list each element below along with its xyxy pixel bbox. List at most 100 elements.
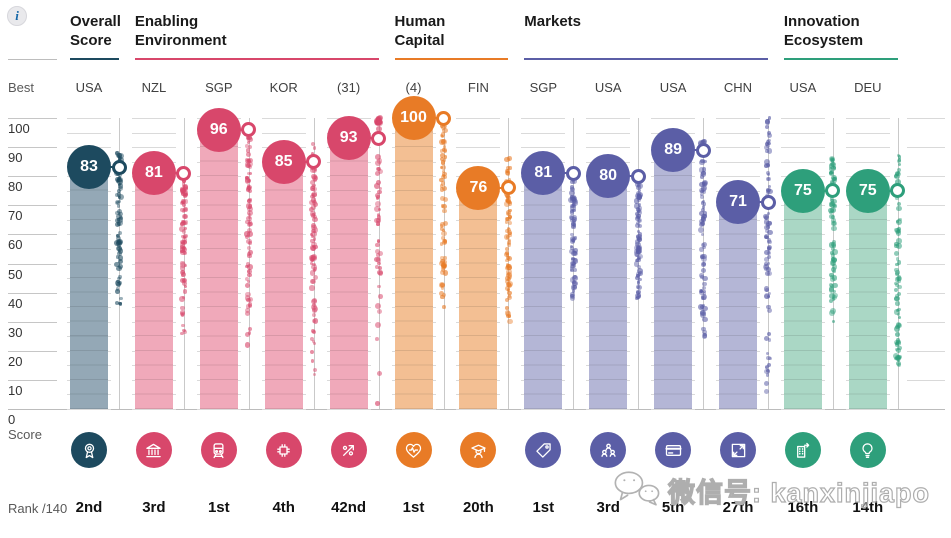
distribution-dot — [897, 154, 902, 159]
distribution-dot — [440, 235, 445, 240]
distribution-dot — [635, 216, 640, 221]
group-header-innovation: Innovation Ecosystem — [783, 13, 864, 49]
distribution-dot — [441, 230, 447, 237]
distribution-dot — [570, 197, 574, 202]
train-icon — [200, 432, 237, 468]
distribution-dot — [831, 225, 838, 232]
distribution-dot — [312, 368, 317, 373]
y-axis-title: Score — [8, 427, 42, 442]
distribution-dot — [179, 261, 186, 268]
distribution-dot — [182, 330, 187, 335]
gridline — [716, 132, 760, 134]
distribution-dot — [376, 157, 383, 164]
distribution-dot — [763, 144, 770, 150]
distribution-dot — [830, 251, 834, 255]
distribution-dot — [767, 172, 771, 176]
distribution-dot — [182, 214, 188, 220]
distribution-dot — [699, 289, 704, 294]
distribution-dot — [764, 249, 771, 256]
distribution-dot — [442, 185, 448, 191]
distribution-dot — [766, 247, 772, 252]
best-country-label: NZL — [141, 80, 167, 95]
distribution-dot — [894, 228, 901, 235]
gridline — [845, 147, 890, 149]
distribution-dot — [180, 305, 186, 311]
info-icon[interactable]: i — [7, 6, 27, 26]
distribution-dot — [115, 233, 120, 238]
country-position-marker — [630, 168, 646, 184]
distribution-dot — [375, 336, 379, 341]
distribution-dot — [572, 203, 576, 207]
distribution-dot — [309, 207, 315, 213]
distribution-dot — [181, 323, 185, 328]
gridline — [391, 409, 436, 410]
group-underline-human — [394, 58, 509, 60]
distribution-dot — [313, 187, 317, 192]
distribution-dot — [571, 289, 576, 293]
distribution-dot — [829, 298, 834, 303]
distribution-dot — [504, 246, 510, 252]
gridline — [521, 409, 566, 410]
distribution-dot — [440, 224, 444, 228]
distribution-dot — [828, 242, 835, 249]
distribution-dot — [244, 235, 249, 240]
distribution-dot — [441, 228, 446, 233]
distribution-dot — [764, 149, 769, 153]
distribution-dot — [117, 179, 124, 185]
distribution-dot — [179, 226, 186, 232]
gridline — [261, 409, 306, 410]
gridline — [780, 409, 825, 410]
distribution-dot — [180, 239, 185, 245]
distribution-dot — [180, 245, 184, 249]
distribution-dot — [245, 148, 251, 153]
distribution-dot — [182, 278, 186, 282]
distribution-dot — [766, 148, 772, 154]
distribution-dot — [184, 227, 188, 231]
distribution-dot — [897, 158, 902, 163]
distribution-dot — [572, 280, 578, 286]
distribution-dot — [767, 356, 772, 361]
distribution-dot — [504, 220, 509, 225]
distribution-dot — [182, 203, 187, 208]
distribution-dot — [182, 235, 186, 240]
distribution-dot — [763, 159, 770, 166]
distribution-dot — [313, 244, 318, 250]
distribution-dot — [313, 214, 318, 219]
distribution-axis — [313, 118, 315, 409]
distribution-dot — [700, 310, 705, 315]
distribution-dot — [116, 217, 121, 222]
distribution-dot — [636, 292, 641, 297]
distribution-dot — [118, 155, 123, 160]
distribution-dot — [571, 258, 575, 262]
distribution-dot — [505, 216, 511, 222]
distribution-dot — [183, 185, 189, 191]
distribution-dot — [894, 173, 900, 179]
distribution-dot — [897, 201, 902, 206]
country-position-marker — [306, 154, 322, 170]
distribution-dot — [313, 318, 319, 324]
score-bubble: 81 — [521, 151, 566, 196]
distribution-dot — [637, 224, 642, 229]
credit-card-icon — [655, 432, 692, 468]
distribution-dot — [701, 254, 707, 260]
distribution-dot — [505, 235, 509, 239]
distribution-dot — [763, 380, 770, 386]
distribution-dot — [767, 189, 773, 195]
score-bubble: 71 — [716, 180, 760, 225]
distribution-dot — [829, 308, 836, 315]
distribution-dot — [701, 294, 708, 300]
distribution-dot — [313, 372, 317, 376]
y-tick-line-right — [907, 379, 945, 381]
distribution-dot — [507, 281, 514, 288]
gridline — [586, 132, 631, 134]
gridline — [845, 118, 890, 119]
distribution-dot — [766, 211, 771, 216]
distribution-dot — [700, 158, 705, 164]
distribution-dot — [248, 171, 252, 175]
distribution-dot — [114, 289, 120, 294]
distribution-dot — [698, 167, 705, 173]
distribution-dot — [117, 199, 122, 204]
distribution-dot — [312, 312, 317, 318]
distribution-dot — [829, 273, 834, 278]
y-tick-line-right — [907, 118, 945, 119]
